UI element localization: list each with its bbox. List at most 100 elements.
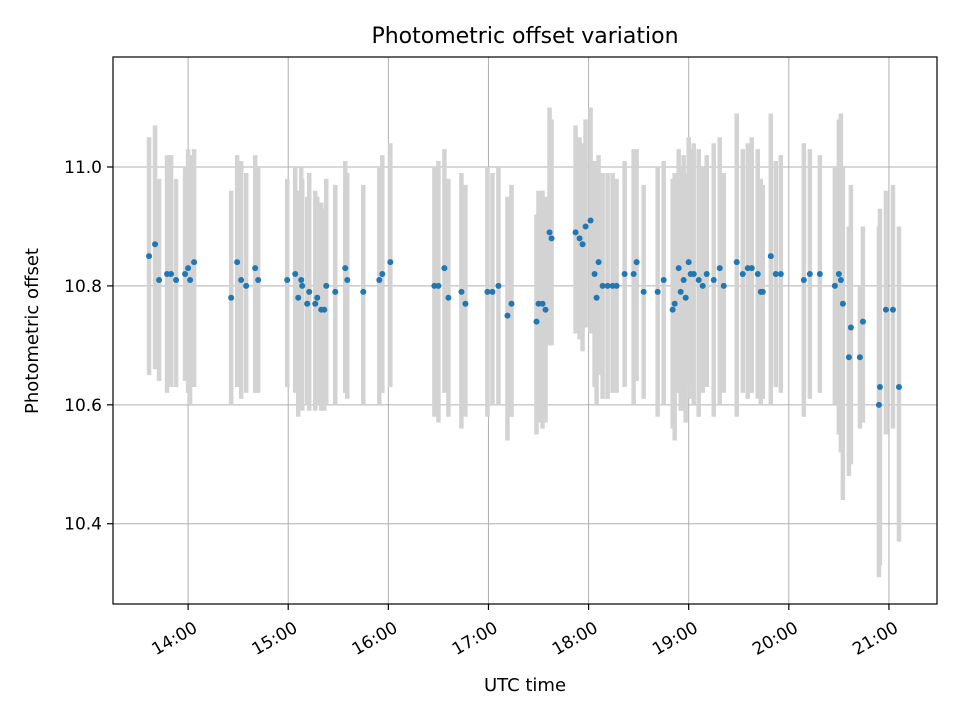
data-point	[156, 276, 163, 283]
data-point	[234, 259, 241, 266]
data-point	[733, 259, 740, 266]
data-point	[298, 276, 305, 283]
data-point	[252, 265, 259, 272]
data-point	[546, 229, 553, 236]
data-point	[669, 306, 676, 313]
data-point	[548, 235, 555, 242]
data-point	[685, 259, 692, 266]
data-point	[306, 288, 313, 295]
y-tick-label: 10.8	[64, 277, 102, 297]
data-point	[321, 306, 328, 313]
data-point	[875, 401, 882, 408]
data-point	[387, 259, 394, 266]
data-point	[168, 271, 175, 278]
data-point	[759, 288, 766, 295]
data-point	[576, 235, 583, 242]
data-point	[314, 294, 321, 301]
data-point	[845, 354, 852, 361]
data-point	[591, 271, 598, 278]
data-points	[146, 217, 902, 408]
data-point	[332, 288, 339, 295]
data-point	[146, 253, 153, 260]
data-point	[633, 259, 640, 266]
data-point	[859, 318, 866, 325]
data-point	[654, 288, 661, 295]
data-point	[671, 300, 678, 307]
data-point	[323, 282, 330, 289]
data-point	[435, 282, 442, 289]
data-point	[680, 276, 687, 283]
data-point	[342, 265, 349, 272]
x-tick-label: 20:00	[749, 618, 801, 660]
data-point	[660, 276, 667, 283]
x-axis-ticks: 14:00 15:00 16:00 17:00 18:00 19:00 20:00 21:00	[149, 604, 902, 660]
data-point	[462, 300, 469, 307]
data-point	[767, 253, 774, 260]
data-point	[720, 282, 727, 289]
data-point	[876, 383, 883, 390]
data-point	[441, 265, 448, 272]
data-point	[299, 282, 306, 289]
data-point	[777, 271, 784, 278]
data-point	[748, 265, 755, 272]
data-point	[191, 259, 198, 266]
data-point	[716, 265, 723, 272]
data-point	[185, 265, 192, 272]
data-point	[228, 294, 235, 301]
data-point	[599, 282, 606, 289]
data-point	[292, 271, 299, 278]
data-point	[816, 271, 823, 278]
y-axis-ticks: 10.4 10.6 10.8 11.0	[64, 158, 113, 535]
data-point	[539, 300, 546, 307]
data-point	[831, 282, 838, 289]
data-point	[806, 271, 813, 278]
data-point	[489, 288, 496, 295]
data-point	[187, 276, 194, 283]
x-axis-label: UTC time	[484, 675, 566, 696]
data-point	[595, 259, 602, 266]
data-point	[690, 271, 697, 278]
data-point	[572, 229, 579, 236]
data-point	[699, 282, 706, 289]
data-point	[312, 300, 319, 307]
data-point	[533, 318, 540, 325]
data-point	[847, 324, 854, 331]
x-tick-label: 15:00	[249, 618, 301, 660]
x-tick-label: 14:00	[149, 618, 201, 660]
data-point	[587, 217, 594, 224]
data-point	[579, 241, 586, 248]
x-tick-label: 21:00	[849, 618, 901, 660]
x-tick-label: 18:00	[549, 618, 601, 660]
data-point	[835, 271, 842, 278]
data-point	[344, 276, 351, 283]
data-point	[800, 276, 807, 283]
data-point	[882, 306, 889, 313]
data-point	[542, 306, 549, 313]
data-point	[304, 300, 311, 307]
data-point	[630, 271, 637, 278]
data-point	[152, 241, 159, 248]
data-point	[376, 276, 383, 283]
data-point	[703, 271, 710, 278]
data-point	[889, 306, 896, 313]
data-point	[593, 294, 600, 301]
data-point	[856, 354, 863, 361]
data-point	[284, 276, 291, 283]
data-point	[182, 271, 189, 278]
y-tick-label: 10.4	[64, 515, 102, 535]
data-point	[739, 271, 746, 278]
data-point	[379, 271, 386, 278]
data-point	[458, 288, 465, 295]
data-point	[695, 276, 702, 283]
y-axis-label: Photometric offset	[22, 248, 43, 414]
data-point	[360, 288, 367, 295]
data-point	[255, 276, 262, 283]
chart-title: Photometric offset variation	[371, 24, 678, 49]
x-tick-label: 16:00	[349, 618, 401, 660]
data-point	[238, 276, 245, 283]
x-tick-label: 17:00	[449, 618, 501, 660]
error-bars	[146, 107, 902, 578]
data-point	[445, 294, 452, 301]
data-point	[640, 288, 647, 295]
